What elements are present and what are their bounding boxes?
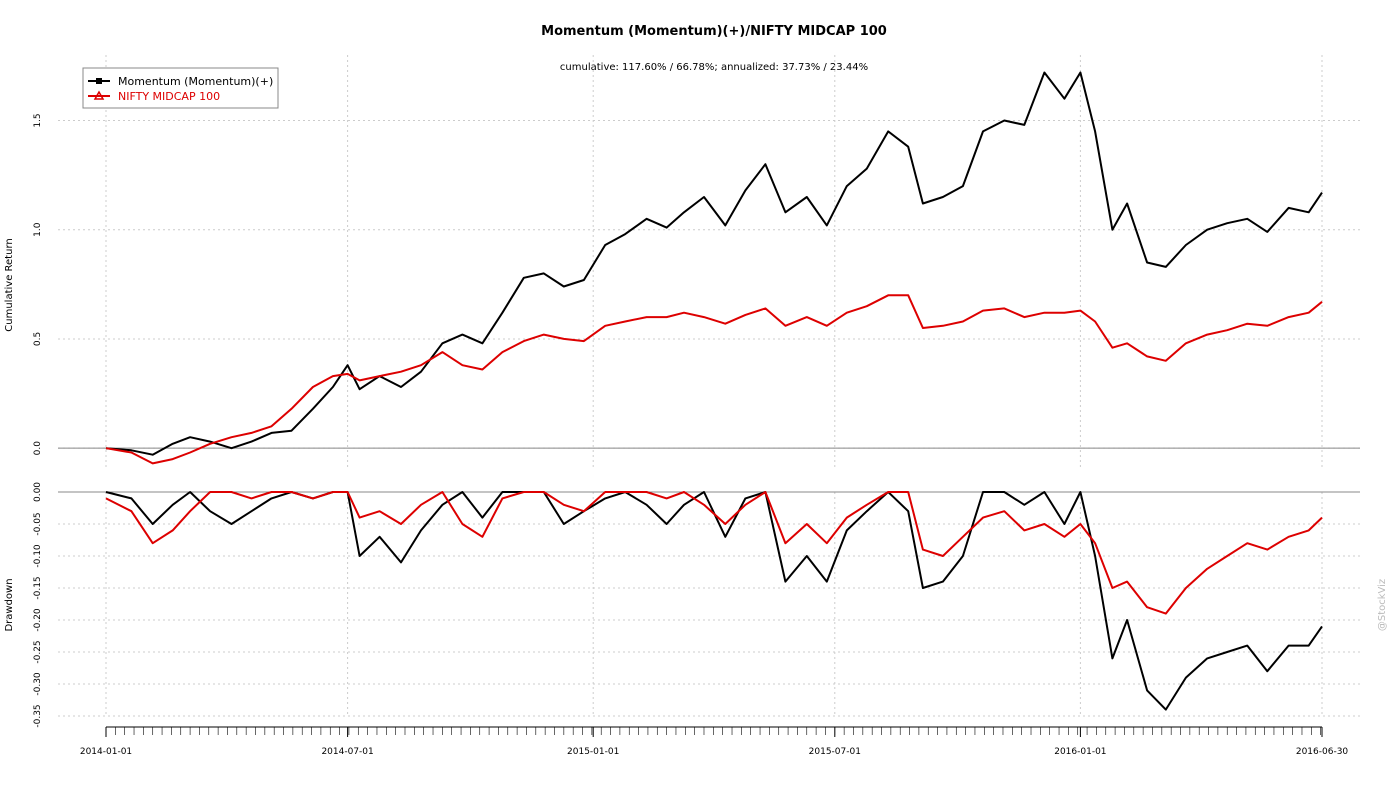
x-minor-ticks — [105, 727, 1321, 735]
ytick-label-drawdown-2: -0.10 — [33, 544, 43, 568]
x-tick-label-3: 2015-07-01 — [809, 747, 861, 757]
series-line-drawdown-0 — [105, 491, 1323, 711]
legend-box — [82, 67, 279, 109]
legend: Momentum (Momentum)(+) NIFTY MIDCAP 100 — [82, 67, 279, 109]
legend-label-momentum: Momentum (Momentum)(+) — [118, 75, 273, 88]
series-line-cumulative-0 — [105, 71, 1323, 456]
x-tick-label-0: 2014-01-01 — [80, 747, 132, 757]
chart-subtitle: cumulative: 117.60% / 66.78%; annualized… — [560, 62, 868, 73]
x-tick-label-1: 2014-07-01 — [321, 747, 373, 757]
ytick-label-drawdown-0: 0.00 — [33, 482, 43, 502]
ytick-label-drawdown-1: -0.05 — [33, 512, 43, 535]
legend-label-nifty: NIFTY MIDCAP 100 — [118, 90, 220, 103]
ytick-label-cumulative-0: 0.0 — [33, 441, 43, 456]
x-tick-label-2: 2015-01-01 — [567, 747, 619, 757]
x-tick-label-4: 2016-01-01 — [1054, 747, 1106, 757]
x-tick-label-5: 2016-06-30 — [1296, 747, 1349, 757]
ytick-label-drawdown-3: -0.15 — [33, 576, 43, 599]
ytick-label-drawdown-6: -0.30 — [33, 672, 43, 696]
ytick-label-drawdown-5: -0.25 — [33, 640, 43, 663]
series-layer — [105, 71, 1323, 711]
watermark: @StockViz — [1377, 579, 1388, 631]
series-line-cumulative-1 — [105, 294, 1323, 465]
cumulative-ylabel: Cumulative Return — [4, 238, 15, 331]
ytick-label-drawdown-7: -0.35 — [33, 704, 43, 727]
legend-marker-square — [96, 78, 102, 84]
series-line-drawdown-1 — [105, 491, 1323, 615]
ytick-label-drawdown-4: -0.20 — [33, 608, 43, 632]
grid-layer — [58, 55, 1360, 717]
ytick-label-cumulative-3: 1.5 — [33, 113, 43, 127]
chart-title: Momentum (Momentum)(+)/NIFTY MIDCAP 100 — [541, 24, 887, 39]
axis-layer: 0.0 0.5 1.0 1.5 0.00 -0.05 -0.10 -0.15 -0.20 -0.2… — [33, 113, 1348, 757]
ytick-label-cumulative-1: 0.5 — [33, 332, 43, 346]
legend-marker-triangle — [93, 90, 105, 100]
ytick-label-cumulative-2: 1.0 — [33, 222, 43, 237]
drawdown-ylabel: Drawdown — [4, 578, 15, 631]
